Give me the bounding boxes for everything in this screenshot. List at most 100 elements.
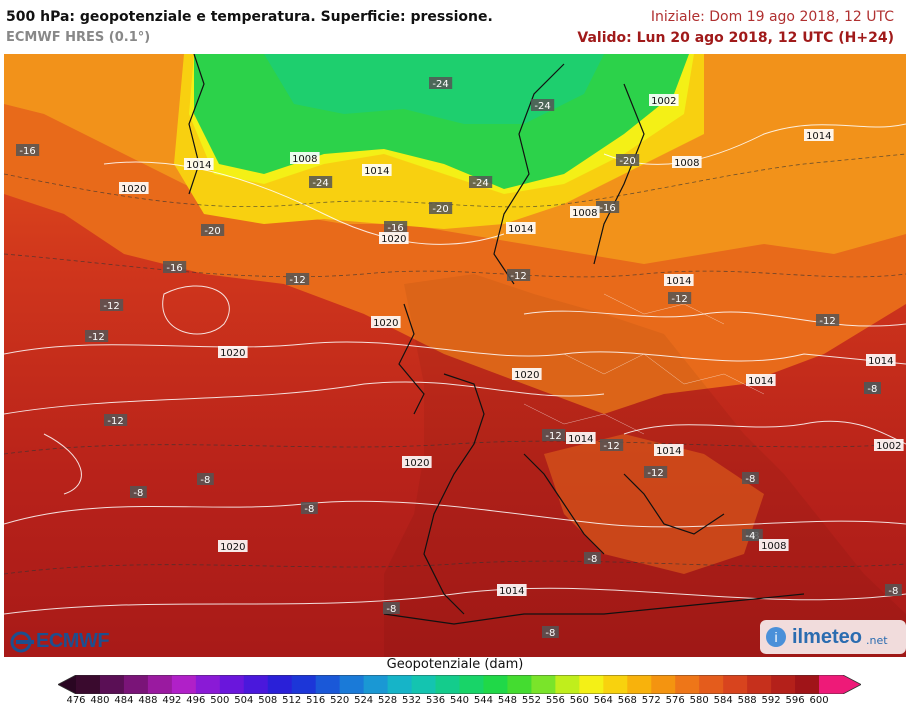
pressure-label: 1020 [119,182,149,195]
colorbar-tick-label: 580 [689,695,709,706]
svg-text:-24: -24 [312,178,328,189]
temperature-label: -24 [469,176,493,189]
pressure-label: 1008 [290,152,320,165]
temperature-label: -16 [16,144,40,157]
ilmeteo-logo-suffix: .net [866,633,888,647]
svg-text:-12: -12 [289,275,305,286]
header-right: Iniziale: Dom 19 ago 2018, 12 UTC Valido… [577,8,894,47]
colorbar-swatch [723,675,748,694]
colorbar-swatch [243,675,269,694]
colorbar-tick-label: 520 [330,695,350,706]
pressure-label: 1014 [654,444,684,457]
temperature-label: -8 [584,552,601,565]
colorbar-tick-label: 548 [497,695,517,706]
colorbar-swatch [123,675,149,694]
colorbar-tick-label: 596 [785,695,805,706]
colorbar-swatch [99,675,125,694]
temperature-label: -12 [286,273,310,286]
pressure-label: 1014 [362,164,392,177]
svg-text:1020: 1020 [121,184,146,195]
coastlines [188,54,805,625]
svg-text:1002: 1002 [651,96,676,107]
svg-text:-12: -12 [545,431,561,442]
svg-text:-24: -24 [432,79,448,90]
colorbar-tick-label: 512 [282,695,302,706]
temperature-label: -8 [301,502,318,515]
colorbar-swatch [579,675,604,694]
weather-map[interactable]: -24 -24 -24 -24 -20 -20 -20 -16 -16 -16 -16 -12 -12 -… [4,54,906,657]
svg-text:-12: -12 [671,294,687,305]
svg-text:-8: -8 [133,488,143,499]
pressure-label: 1020 [218,540,248,553]
model-name: ECMWF HRES (0.1°) [6,30,151,45]
header-left: 500 hPa: geopotenziale e temperatura. Su… [6,8,493,47]
pressure-label: 1008 [759,539,789,552]
svg-text:1020: 1020 [373,318,398,329]
svg-text:1014: 1014 [806,131,831,142]
colorbar-swatch [483,675,508,694]
colorbar-swatch [435,675,460,694]
colorbar-swatch [363,675,389,694]
colorbar [58,675,861,694]
svg-text:1014: 1014 [364,166,389,177]
svg-text:-8: -8 [386,604,396,615]
svg-text:-12: -12 [603,441,619,452]
colorbar-swatch [76,675,101,694]
colorbar-tick-label: 572 [641,695,661,706]
colorbar-tick-label: 544 [473,695,494,706]
pressure-label: 1008 [570,206,600,219]
svg-text:1020: 1020 [381,234,406,245]
temperature-label: -12 [644,466,668,479]
pressure-label: 1014 [566,432,596,445]
ilmeteo-logo-text: ilmeteo [792,625,863,648]
svg-text:-8: -8 [587,554,597,565]
colorbar-tick-label: 584 [713,695,733,706]
colorbar-swatch [291,675,317,694]
temperature-label: -12 [816,314,840,327]
temperature-label: -20 [429,202,453,215]
colorbar-tick-label: 552 [521,695,541,706]
colorbar-tick-label: 536 [425,695,446,706]
temperature-label: -8 [864,382,881,395]
svg-text:1014: 1014 [666,276,691,287]
colorbar-tick-label: 560 [569,695,589,706]
colorbar-tick-label: 528 [378,695,398,706]
svg-text:-16: -16 [387,223,403,234]
svg-text:1014: 1014 [508,224,533,235]
colorbar-tick-label: 492 [162,695,182,706]
pressure-label: 1014 [506,222,536,235]
colorbar-tick-label: 588 [737,695,757,706]
borders [523,293,765,435]
colorbar-swatch [699,675,724,694]
svg-text:1014: 1014 [568,434,593,445]
colorbar-tick-label: 532 [402,695,422,706]
pressure-label: 1014 [497,584,527,597]
colorbar-tick-label: 496 [186,695,206,706]
colorbar-tick-label: 480 [90,695,110,706]
temperature-label: -12 [600,439,624,452]
temperature-label: -12 [507,269,531,282]
svg-text:1020: 1020 [220,348,245,359]
map-title: 500 hPa: geopotenziale e temperatura. Su… [6,9,493,25]
svg-text:-16: -16 [599,203,615,214]
svg-text:1014: 1014 [186,160,211,171]
map-svg: -24 -24 -24 -24 -20 -20 -20 -16 -16 -16 -16 -12 -12 -… [4,54,906,657]
colorbar-swatch [531,675,556,694]
warm-core [544,434,764,574]
svg-text:-8: -8 [545,628,555,639]
temperature-label: -8 [197,473,214,486]
pressure-label: 1014 [804,129,834,142]
svg-text:1020: 1020 [404,458,429,469]
colorbar-left-arrow [58,675,76,694]
ilmeteo-logo[interactable]: i ilmeteo .net [760,620,906,654]
temperature-label: -16 [596,201,620,214]
temperature-label: -24 [429,77,453,90]
temperature-label: -12 [100,299,124,312]
temperature-label: -8 [542,626,559,639]
svg-text:1014: 1014 [656,446,681,457]
colorbar-ticks: 476 480 484 488 492 496 500 504 508 512 516 520 524 5… [0,695,910,709]
temperature-label: -4 [742,529,759,542]
colorbar-swatch [411,675,437,694]
svg-text:-16: -16 [19,146,35,157]
ecmwf-globe-icon [10,631,34,652]
